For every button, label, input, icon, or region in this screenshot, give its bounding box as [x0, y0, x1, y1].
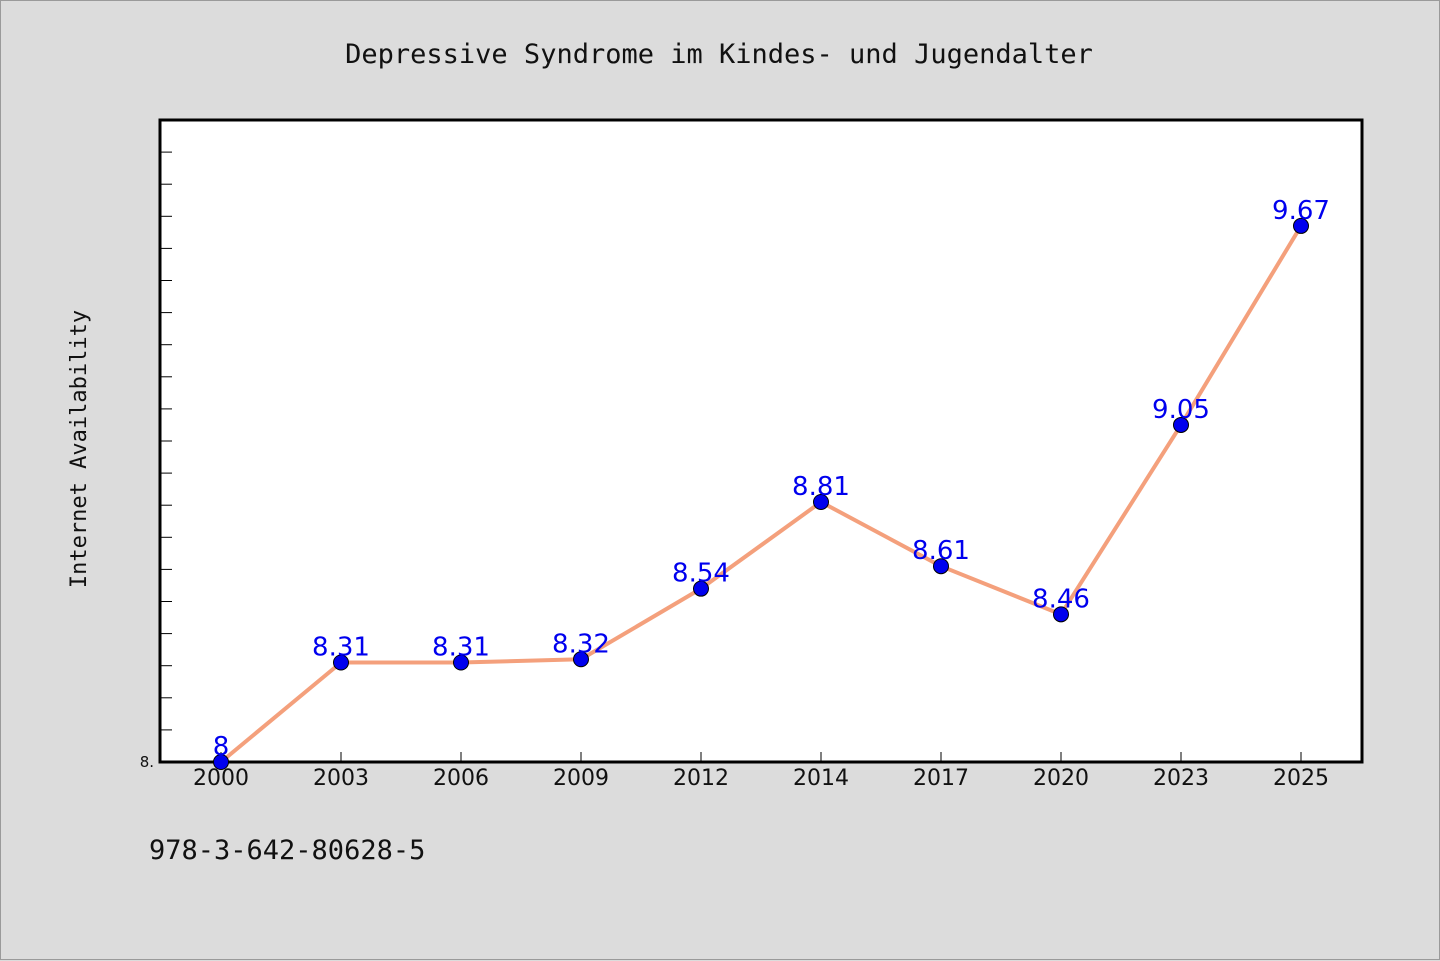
y-axis-ticks: 8. [140, 151, 172, 771]
x-axis-ticks: 2000 2003 2006 2009 2012 2014 2017 2020 2023 2025 [193, 752, 1329, 791]
data-label: 8.81 [792, 472, 850, 502]
x-tick-label: 2003 [313, 766, 369, 791]
data-label: 8.31 [312, 632, 370, 662]
data-point [213, 754, 229, 770]
x-tick-label: 2012 [673, 766, 729, 791]
x-tick-label: 2025 [1273, 766, 1329, 791]
series-layer: 8 8.31 8.31 8.32 8.54 8.81 8.61 8.46 9.05 9.67 [213, 196, 1330, 770]
y-tick-label: 8. [140, 753, 154, 771]
x-tick-label: 2023 [1153, 766, 1209, 791]
data-point [1293, 217, 1309, 234]
plot-area [158, 118, 1364, 764]
data-point [693, 580, 709, 597]
data-label: 9.05 [1152, 395, 1210, 425]
data-label: 8.61 [912, 536, 970, 566]
data-point [1173, 416, 1189, 433]
data-point [1053, 606, 1069, 623]
x-tick-label: 2009 [553, 766, 609, 791]
isbn-text: 978-3-642-80628-5 [149, 835, 426, 866]
data-point [573, 651, 589, 668]
x-tick-label: 2020 [1033, 766, 1089, 791]
series-line [219, 224, 1303, 764]
chart-title: Depressive Syndrome im Kindes- und Jugen… [345, 39, 1093, 70]
data-point [933, 558, 949, 575]
data-label: 8.46 [1032, 584, 1090, 614]
data-label: 8 [213, 732, 230, 762]
x-tick-label: 2014 [793, 766, 849, 791]
x-tick-label: 2000 [193, 766, 249, 791]
data-point [453, 654, 469, 671]
y-axis-label: Internet Availability [67, 310, 92, 588]
data-label: 8.54 [672, 559, 730, 589]
x-tick-label: 2006 [433, 766, 489, 791]
x-tick-label: 2017 [913, 766, 969, 791]
data-label: 8.31 [432, 632, 490, 662]
data-point [333, 654, 349, 671]
data-label: 8.32 [552, 629, 610, 659]
data-point [813, 493, 829, 510]
data-label: 9.67 [1272, 196, 1330, 226]
